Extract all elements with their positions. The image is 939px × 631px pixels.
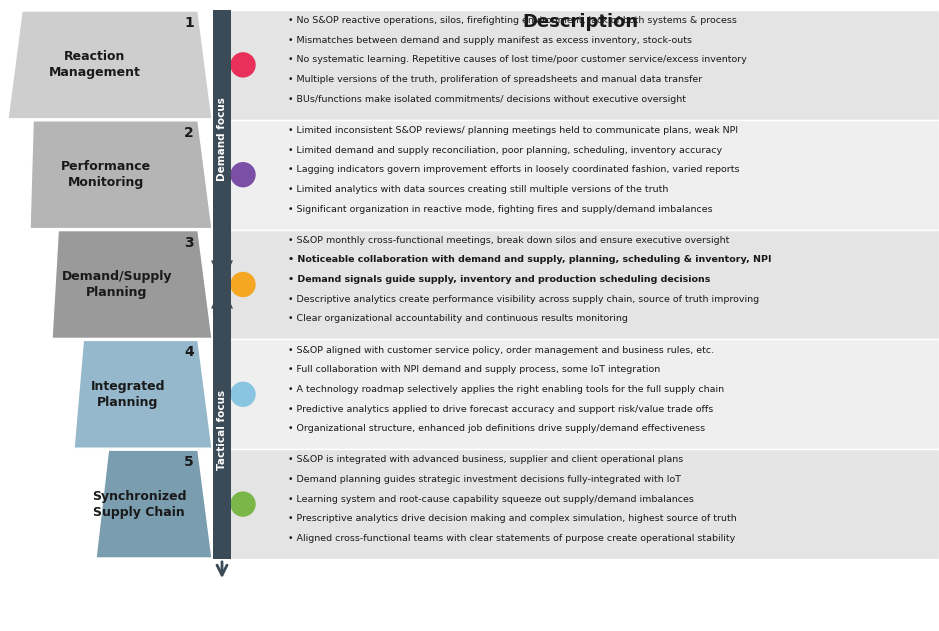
Bar (214, 10, 939, 120)
Text: 5: 5 (184, 455, 194, 469)
Text: 1: 1 (184, 16, 194, 30)
Text: 2: 2 (184, 126, 194, 140)
Text: • Clear organizational accountability and continuous results monitoring: • Clear organizational accountability an… (288, 314, 628, 323)
Text: • Organizational structure, enhanced job definitions drive supply/demand effecti: • Organizational structure, enhanced job… (288, 424, 705, 433)
Text: • Demand planning guides strategic investment decisions fully-integrated with Io: • Demand planning guides strategic inves… (288, 475, 681, 484)
Text: • Lagging indicators govern improvement efforts in loosely coordinated fashion, : • Lagging indicators govern improvement … (288, 165, 740, 174)
Text: Integrated
Planning: Integrated Planning (91, 380, 165, 409)
Text: Reaction
Management: Reaction Management (49, 50, 141, 80)
Text: • S&OP monthly cross-functional meetings, break down silos and ensure executive : • S&OP monthly cross-functional meetings… (288, 236, 730, 245)
Text: • Demand signals guide supply, inventory and production scheduling decisions: • Demand signals guide supply, inventory… (288, 275, 711, 284)
Text: • A technology roadmap selectively applies the right enabling tools for the full: • A technology roadmap selectively appli… (288, 385, 724, 394)
Text: • Descriptive analytics create performance visibility across supply chain, sourc: • Descriptive analytics create performan… (288, 295, 759, 304)
Text: • Limited inconsistent S&OP reviews/ planning meetings held to communicate plans: • Limited inconsistent S&OP reviews/ pla… (288, 126, 738, 135)
Polygon shape (8, 11, 212, 119)
Text: • No S&OP reactive operations, silos, firefighting environment, lack of both sys: • No S&OP reactive operations, silos, fi… (288, 16, 737, 25)
Text: • Predictive analytics applied to drive forecast accuracy and support risk/value: • Predictive analytics applied to drive … (288, 404, 714, 413)
Text: Tactical focus: Tactical focus (217, 390, 227, 470)
Bar (214, 120, 939, 230)
Bar (214, 230, 939, 339)
Bar (214, 339, 939, 449)
Text: • Noticeable collaboration with demand and supply, planning, scheduling & invent: • Noticeable collaboration with demand a… (288, 256, 772, 264)
Bar (214, 449, 939, 559)
Text: 3: 3 (184, 235, 194, 250)
Text: • Significant organization in reactive mode, fighting fires and supply/demand im: • Significant organization in reactive m… (288, 204, 713, 213)
Polygon shape (211, 285, 233, 309)
Text: • Aligned cross-functional teams with clear statements of purpose create operati: • Aligned cross-functional teams with cl… (288, 534, 735, 543)
Text: Performance
Monitoring: Performance Monitoring (61, 160, 151, 189)
Text: • S&OP is integrated with advanced business, supplier and client operational pla: • S&OP is integrated with advanced busin… (288, 456, 684, 464)
Text: • Limited analytics with data sources creating still multiple versions of the tr: • Limited analytics with data sources cr… (288, 185, 669, 194)
Text: • S&OP aligned with customer service policy, order management and business rules: • S&OP aligned with customer service pol… (288, 346, 715, 355)
Circle shape (231, 273, 255, 297)
Text: Description: Description (522, 13, 639, 31)
Text: Synchronized
Supply Chain: Synchronized Supply Chain (92, 490, 186, 519)
Text: Demand focus: Demand focus (217, 97, 227, 181)
Text: • Limited demand and supply reconciliation, poor planning, scheduling, inventory: • Limited demand and supply reconciliati… (288, 146, 722, 155)
Circle shape (231, 382, 255, 406)
Circle shape (231, 163, 255, 187)
Circle shape (231, 53, 255, 77)
Text: • Full collaboration with NPI demand and supply process, some IoT integration: • Full collaboration with NPI demand and… (288, 365, 660, 374)
Polygon shape (211, 261, 233, 285)
Text: • BUs/functions make isolated commitments/ decisions without executive oversight: • BUs/functions make isolated commitment… (288, 95, 686, 103)
Text: 4: 4 (184, 345, 194, 360)
Polygon shape (52, 230, 212, 338)
Text: • Mismatches between demand and supply manifest as excess inventory, stock-outs: • Mismatches between demand and supply m… (288, 36, 692, 45)
Polygon shape (96, 450, 212, 558)
Bar (213, 10, 231, 559)
Polygon shape (30, 121, 212, 228)
Text: • Learning system and root-cause capability squeeze out supply/demand imbalances: • Learning system and root-cause capabil… (288, 495, 694, 504)
Text: Demand/Supply
Planning: Demand/Supply Planning (62, 270, 172, 299)
Polygon shape (74, 340, 212, 448)
Circle shape (231, 492, 255, 516)
Text: • Prescriptive analytics drive decision making and complex simulation, highest s: • Prescriptive analytics drive decision … (288, 514, 737, 523)
Text: • Multiple versions of the truth, proliferation of spreadsheets and manual data : • Multiple versions of the truth, prolif… (288, 75, 702, 84)
Text: • No systematic learning. Repetitive causes of lost time/poor customer service/e: • No systematic learning. Repetitive cau… (288, 56, 747, 64)
